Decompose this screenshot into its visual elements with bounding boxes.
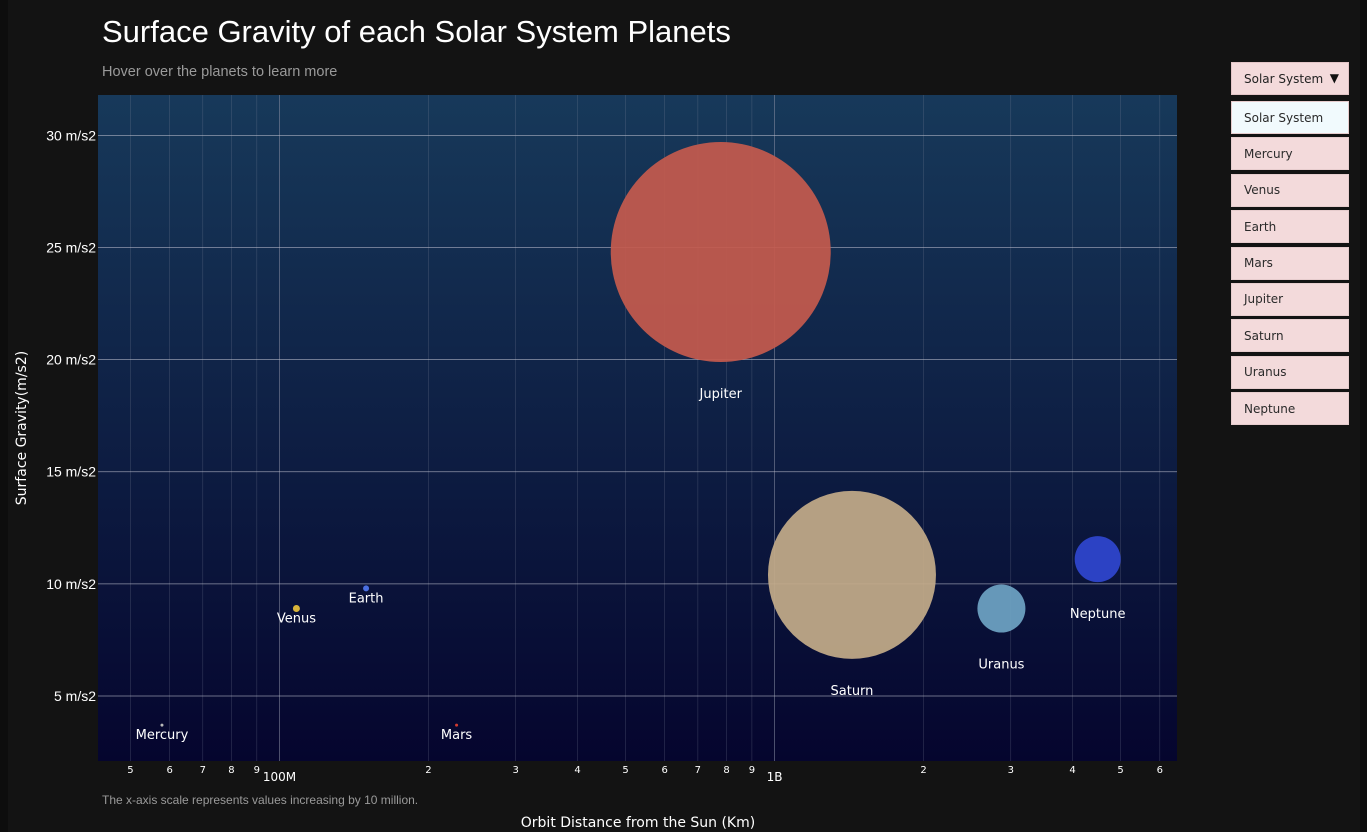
- bubble-saturn[interactable]: [767, 490, 936, 659]
- x-tick-label: 8: [723, 765, 729, 776]
- y-tick-label: 15 m/s2: [46, 464, 96, 480]
- x-tick-label: 5: [127, 765, 133, 776]
- point-label-earth: Earth: [349, 591, 384, 606]
- chart-title: Surface Gravity of each Solar System Pla…: [102, 14, 731, 49]
- x-tick-label: 1B: [767, 770, 783, 784]
- bubble-uranus[interactable]: [977, 584, 1026, 633]
- x-tick-label: 2: [920, 765, 926, 776]
- bubbles: [160, 141, 1121, 727]
- bubble-jupiter[interactable]: [610, 141, 831, 362]
- x-tick-label: 9: [254, 765, 260, 776]
- dropdown-option-venus[interactable]: Venus: [1231, 173, 1349, 207]
- x-tick-labels: 5 6 7 8 9 100M 2 3 4 5 6 7 8 9 1B 2 3 4 5 6: [127, 765, 1163, 784]
- y-tick-label: 20 m/s2: [46, 352, 96, 368]
- dropdown-option-solar-system[interactable]: Solar System: [1231, 101, 1349, 134]
- bubble-venus[interactable]: [292, 605, 300, 613]
- bubble-neptune[interactable]: [1074, 536, 1121, 583]
- chart-subtitle: Hover over the planets to learn more: [102, 64, 338, 80]
- dropdown-option-mars[interactable]: Mars: [1231, 246, 1349, 280]
- bubble-earth[interactable]: [363, 585, 370, 592]
- x-tick-label: 3: [1008, 765, 1014, 776]
- x-tick-label: 4: [574, 765, 580, 776]
- x-axis-label: Orbit Distance from the Sun (Km): [521, 815, 755, 831]
- point-label-venus: Venus: [277, 612, 316, 627]
- x-tick-label: 9: [749, 765, 755, 776]
- x-tick-label: 6: [1157, 765, 1163, 776]
- point-label-neptune: Neptune: [1070, 607, 1126, 622]
- y-tick-label: 25 m/s2: [46, 239, 96, 255]
- dropdown-options: Solar System Mercury Venus Earth Mars Jupiter…: [1231, 101, 1349, 429]
- dropdown-option-mercury[interactable]: Mercury: [1231, 137, 1349, 171]
- x-tick-label: 3: [512, 765, 518, 776]
- y-tick-labels: 5 m/s2 10 m/s2 15 m/s2 20 m/s2 25 m/s2 30 m/s…: [46, 127, 96, 704]
- planet-dropdown[interactable]: Solar System ▼: [1231, 62, 1349, 95]
- dropdown-option-saturn[interactable]: Saturn: [1231, 319, 1349, 353]
- point-label-mercury: Mercury: [136, 728, 189, 743]
- point-label-uranus: Uranus: [978, 658, 1024, 673]
- bubble-mars[interactable]: [455, 723, 459, 727]
- dropdown-option-uranus[interactable]: Uranus: [1231, 355, 1349, 389]
- x-tick-label: 7: [200, 765, 206, 776]
- x-tick-label: 5: [1117, 765, 1123, 776]
- dropdown-selected: Solar System: [1244, 71, 1324, 86]
- point-label-jupiter: Jupiter: [699, 387, 743, 402]
- x-tick-label: 4: [1069, 765, 1075, 776]
- x-tick-label: 100M: [263, 770, 296, 784]
- window-frame-right: [1360, 0, 1367, 832]
- x-tick-label: 6: [662, 765, 668, 776]
- chevron-down-icon: ▼: [1329, 71, 1339, 85]
- y-axis-label: Surface Gravity(m/s2): [14, 351, 30, 505]
- axis-footnote: The x-axis scale represents values incre…: [102, 793, 419, 807]
- x-tick-label: 8: [228, 765, 234, 776]
- dropdown-option-jupiter[interactable]: Jupiter: [1231, 282, 1349, 316]
- dropdown-option-neptune[interactable]: Neptune: [1231, 392, 1349, 426]
- dropdown-option-earth[interactable]: Earth: [1231, 210, 1349, 244]
- x-tick-label: 6: [166, 765, 172, 776]
- point-label-saturn: Saturn: [831, 684, 874, 699]
- point-label-mars: Mars: [441, 728, 473, 743]
- y-tick-label: 5 m/s2: [54, 688, 96, 704]
- x-tick-label: 5: [622, 765, 628, 776]
- y-grid: [98, 134, 1177, 697]
- x-tick-label: 2: [425, 765, 431, 776]
- bubble-mercury[interactable]: [160, 723, 164, 727]
- point-labels: Mercury Venus Earth Mars Jupiter Saturn Uranus…: [136, 387, 1126, 743]
- y-tick-label: 30 m/s2: [46, 127, 96, 143]
- y-tick-label: 10 m/s2: [46, 576, 96, 592]
- x-tick-label: 7: [695, 765, 701, 776]
- window-frame-left: [0, 0, 8, 832]
